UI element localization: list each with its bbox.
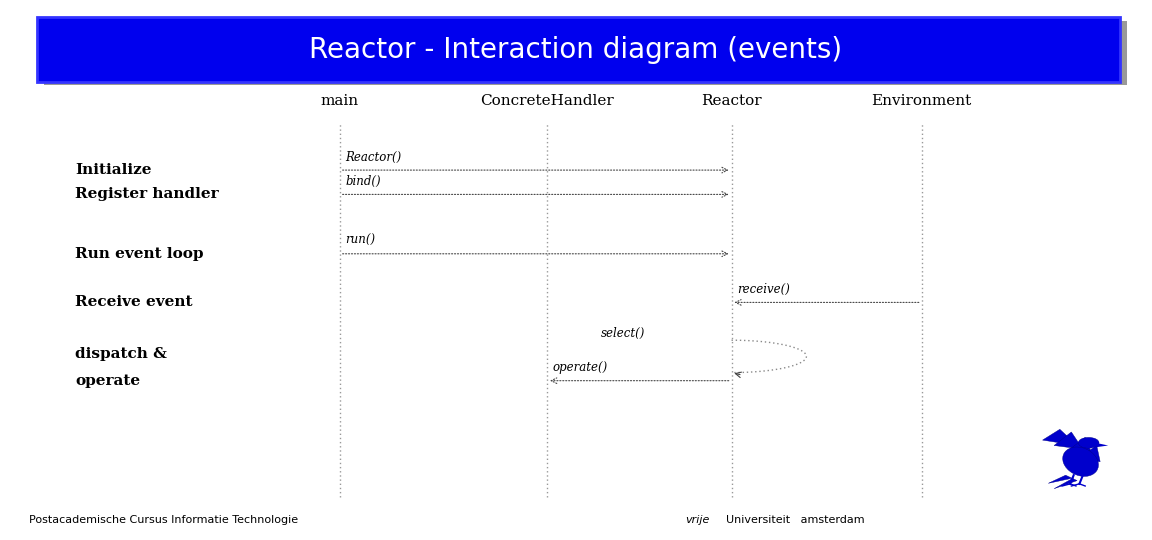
Text: Environment: Environment <box>871 94 972 108</box>
Polygon shape <box>1066 437 1092 455</box>
Text: select(): select() <box>600 327 645 340</box>
Text: Register handler: Register handler <box>75 187 219 201</box>
Text: Reactor: Reactor <box>702 94 761 108</box>
Text: vrije: vrije <box>685 515 710 525</box>
Polygon shape <box>1077 446 1100 462</box>
Text: Universiteit   amsterdam: Universiteit amsterdam <box>726 515 864 525</box>
Text: dispatch &: dispatch & <box>75 347 167 361</box>
Text: Postacademische Cursus Informatie Technologie: Postacademische Cursus Informatie Techno… <box>29 515 298 525</box>
Ellipse shape <box>1078 437 1099 448</box>
Text: Receive event: Receive event <box>75 295 192 309</box>
Bar <box>37 17 1120 82</box>
Bar <box>44 21 1127 85</box>
Ellipse shape <box>1062 447 1099 476</box>
Text: Initialize: Initialize <box>75 163 151 177</box>
Text: Reactor(): Reactor() <box>346 151 402 164</box>
Text: bind(): bind() <box>346 175 381 188</box>
Text: operate(): operate() <box>553 361 608 374</box>
Text: receive(): receive() <box>737 283 790 296</box>
Text: Reactor - Interaction diagram (events): Reactor - Interaction diagram (events) <box>310 36 842 64</box>
Polygon shape <box>1054 432 1083 449</box>
Text: operate: operate <box>75 374 141 388</box>
Polygon shape <box>1048 475 1077 489</box>
Text: ConcreteHandler: ConcreteHandler <box>480 94 614 108</box>
Text: Run event loop: Run event loop <box>75 247 204 261</box>
Text: main: main <box>320 94 359 108</box>
Polygon shape <box>1096 443 1108 447</box>
Polygon shape <box>1043 429 1077 445</box>
Text: run(): run() <box>346 234 376 247</box>
